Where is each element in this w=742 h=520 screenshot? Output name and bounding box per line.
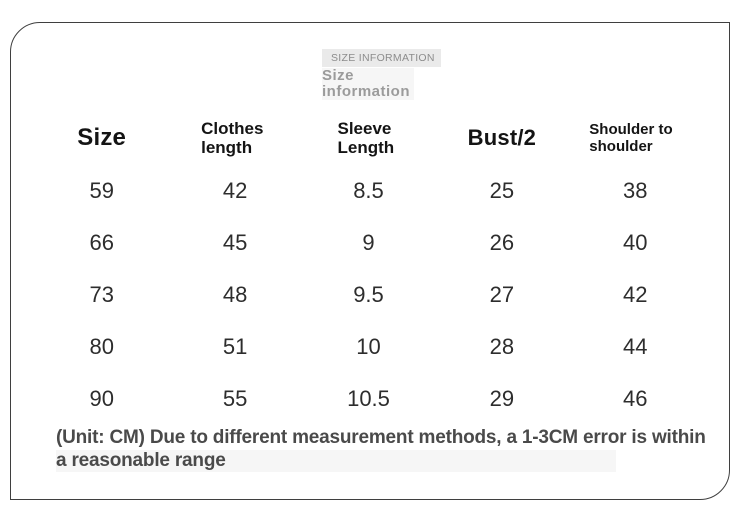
table-cell: 29 <box>489 386 515 411</box>
column-header-clothes-length: Clothes length <box>201 118 264 157</box>
table-cell: 55 <box>222 386 248 411</box>
table-cell: 9.5 <box>353 282 384 307</box>
table-cell: 80 <box>89 334 114 359</box>
size-chart-card: SIZE INFORMATION Size information Size C… <box>10 22 730 500</box>
unit-note: (Unit: CM) Due to different measurement … <box>56 427 726 472</box>
table-cell: 28 <box>489 334 515 359</box>
table-cell: 42 <box>222 178 248 203</box>
table-cell: 26 <box>489 230 515 255</box>
table-cell: 25 <box>489 178 515 203</box>
table-cell: 48 <box>222 282 248 307</box>
table-cell: 8.5 <box>353 178 384 203</box>
table-cell: 59 <box>89 178 114 203</box>
title-caps-label: SIZE INFORMATION <box>322 49 441 67</box>
table-cell: 90 <box>89 386 114 411</box>
table-cell: 46 <box>623 386 648 411</box>
unit-note-line2: a reasonable range <box>56 449 616 472</box>
column-header-shoulder: Shoulder to shoulder <box>589 120 673 155</box>
table-cell: 10 <box>356 334 381 359</box>
table-cell: 9 <box>362 230 375 255</box>
unit-note-line1: (Unit: CM) Due to different measurement … <box>56 427 706 448</box>
title-translated: Size information <box>322 68 414 100</box>
size-table: Size Clothes length Sleeve Length Bust/2… <box>35 111 702 425</box>
column-header-bust: Bust/2 <box>467 125 537 150</box>
table-cell: 38 <box>623 178 648 203</box>
table-cell: 10.5 <box>347 386 390 411</box>
table-cell: 51 <box>222 334 248 359</box>
table-cell: 42 <box>623 282 648 307</box>
table-cell: 73 <box>89 282 114 307</box>
table-cell: 44 <box>623 334 648 359</box>
table-cell: 66 <box>89 230 114 255</box>
table-cell: 27 <box>489 282 515 307</box>
column-header-size: Size <box>77 124 127 151</box>
table-cell: 45 <box>222 230 248 255</box>
table-cell: 40 <box>623 230 648 255</box>
column-header-sleeve-length: Sleeve Length <box>337 118 395 157</box>
title-block: SIZE INFORMATION Size information <box>322 48 442 100</box>
